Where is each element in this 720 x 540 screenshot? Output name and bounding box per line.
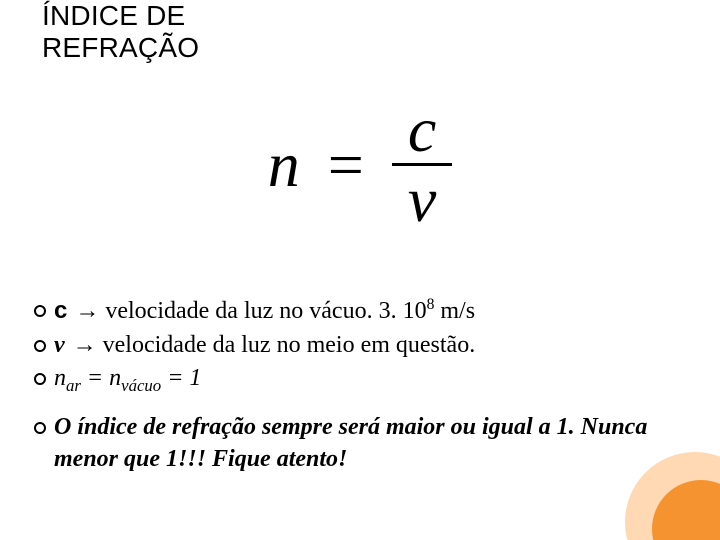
n1: n — [54, 365, 66, 391]
sub-ar: ar — [66, 376, 81, 395]
bullet-text-n: nar = nvácuo = 1 — [54, 363, 686, 397]
bullet-marker-icon — [34, 305, 46, 317]
bullet-marker-icon — [34, 422, 46, 434]
bullet-text-v: v → velocidade da luz no meio em questão… — [54, 330, 686, 362]
equation-fraction: c v — [392, 100, 452, 231]
sub-vacuo: vácuo — [121, 376, 161, 395]
bullet-c-text-a: → velocidade da luz no vácuo. 3. 10 — [69, 298, 426, 324]
bullet-text-c: c → velocidade da luz no vácuo. 3. 108 m… — [54, 295, 686, 328]
bullet-item-v: v → velocidade da luz no meio em questão… — [34, 330, 686, 362]
bullet-lead-v: v — [54, 332, 65, 358]
bullet-item-c: c → velocidade da luz no vácuo. 3. 108 m… — [34, 295, 686, 328]
title-line-1: ÍNDICE DE — [42, 0, 185, 31]
equation: n = c v — [0, 100, 720, 231]
equation-denominator: v — [392, 166, 452, 231]
bullet-lead-O: O — [54, 414, 71, 440]
eq2: = 1 — [161, 365, 201, 391]
bullet-list-2: O índice de refração sempre será maior o… — [34, 412, 686, 477]
bullet-lead-c: c — [54, 297, 67, 324]
n2: n — [109, 365, 121, 391]
bullet-v-text: → velocidade da luz no meio em questão. — [67, 332, 476, 358]
slide: ÍNDICE DE REFRAÇÃO n = c v c → velocidad… — [0, 0, 720, 540]
equation-equals: = — [328, 128, 364, 202]
equation-numerator: c — [392, 100, 452, 166]
eq1: = — [81, 365, 109, 391]
bullet-item-n: nar = nvácuo = 1 — [34, 363, 686, 397]
bullet-list-1: c → velocidade da luz no vácuo. 3. 108 m… — [34, 295, 686, 399]
bullet-item-note: O índice de refração sempre será maior o… — [34, 412, 686, 475]
title-line-2: REFRAÇÃO — [42, 32, 199, 63]
equation-lhs: n — [268, 128, 300, 202]
bullet-marker-icon — [34, 373, 46, 385]
bullet-c-text-b: m/s — [434, 298, 475, 324]
bullet-text-note: O índice de refração sempre será maior o… — [54, 412, 686, 475]
bullet-note-text: índice de refração sempre será maior ou … — [54, 414, 647, 472]
slide-title: ÍNDICE DE REFRAÇÃO — [42, 0, 199, 64]
bullet-marker-icon — [34, 340, 46, 352]
